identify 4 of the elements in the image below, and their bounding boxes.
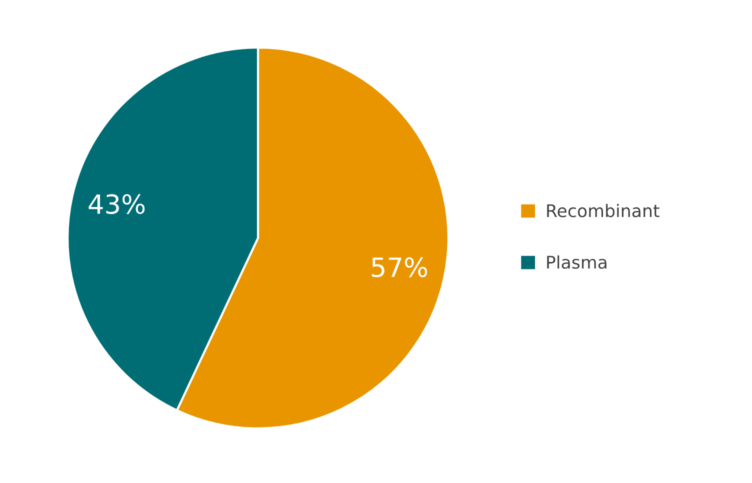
data-label: 43% bbox=[88, 194, 145, 214]
legend-label: Recombinant bbox=[547, 204, 660, 218]
legend-label: Plasma bbox=[547, 255, 606, 269]
data-label: 57% bbox=[372, 257, 428, 278]
